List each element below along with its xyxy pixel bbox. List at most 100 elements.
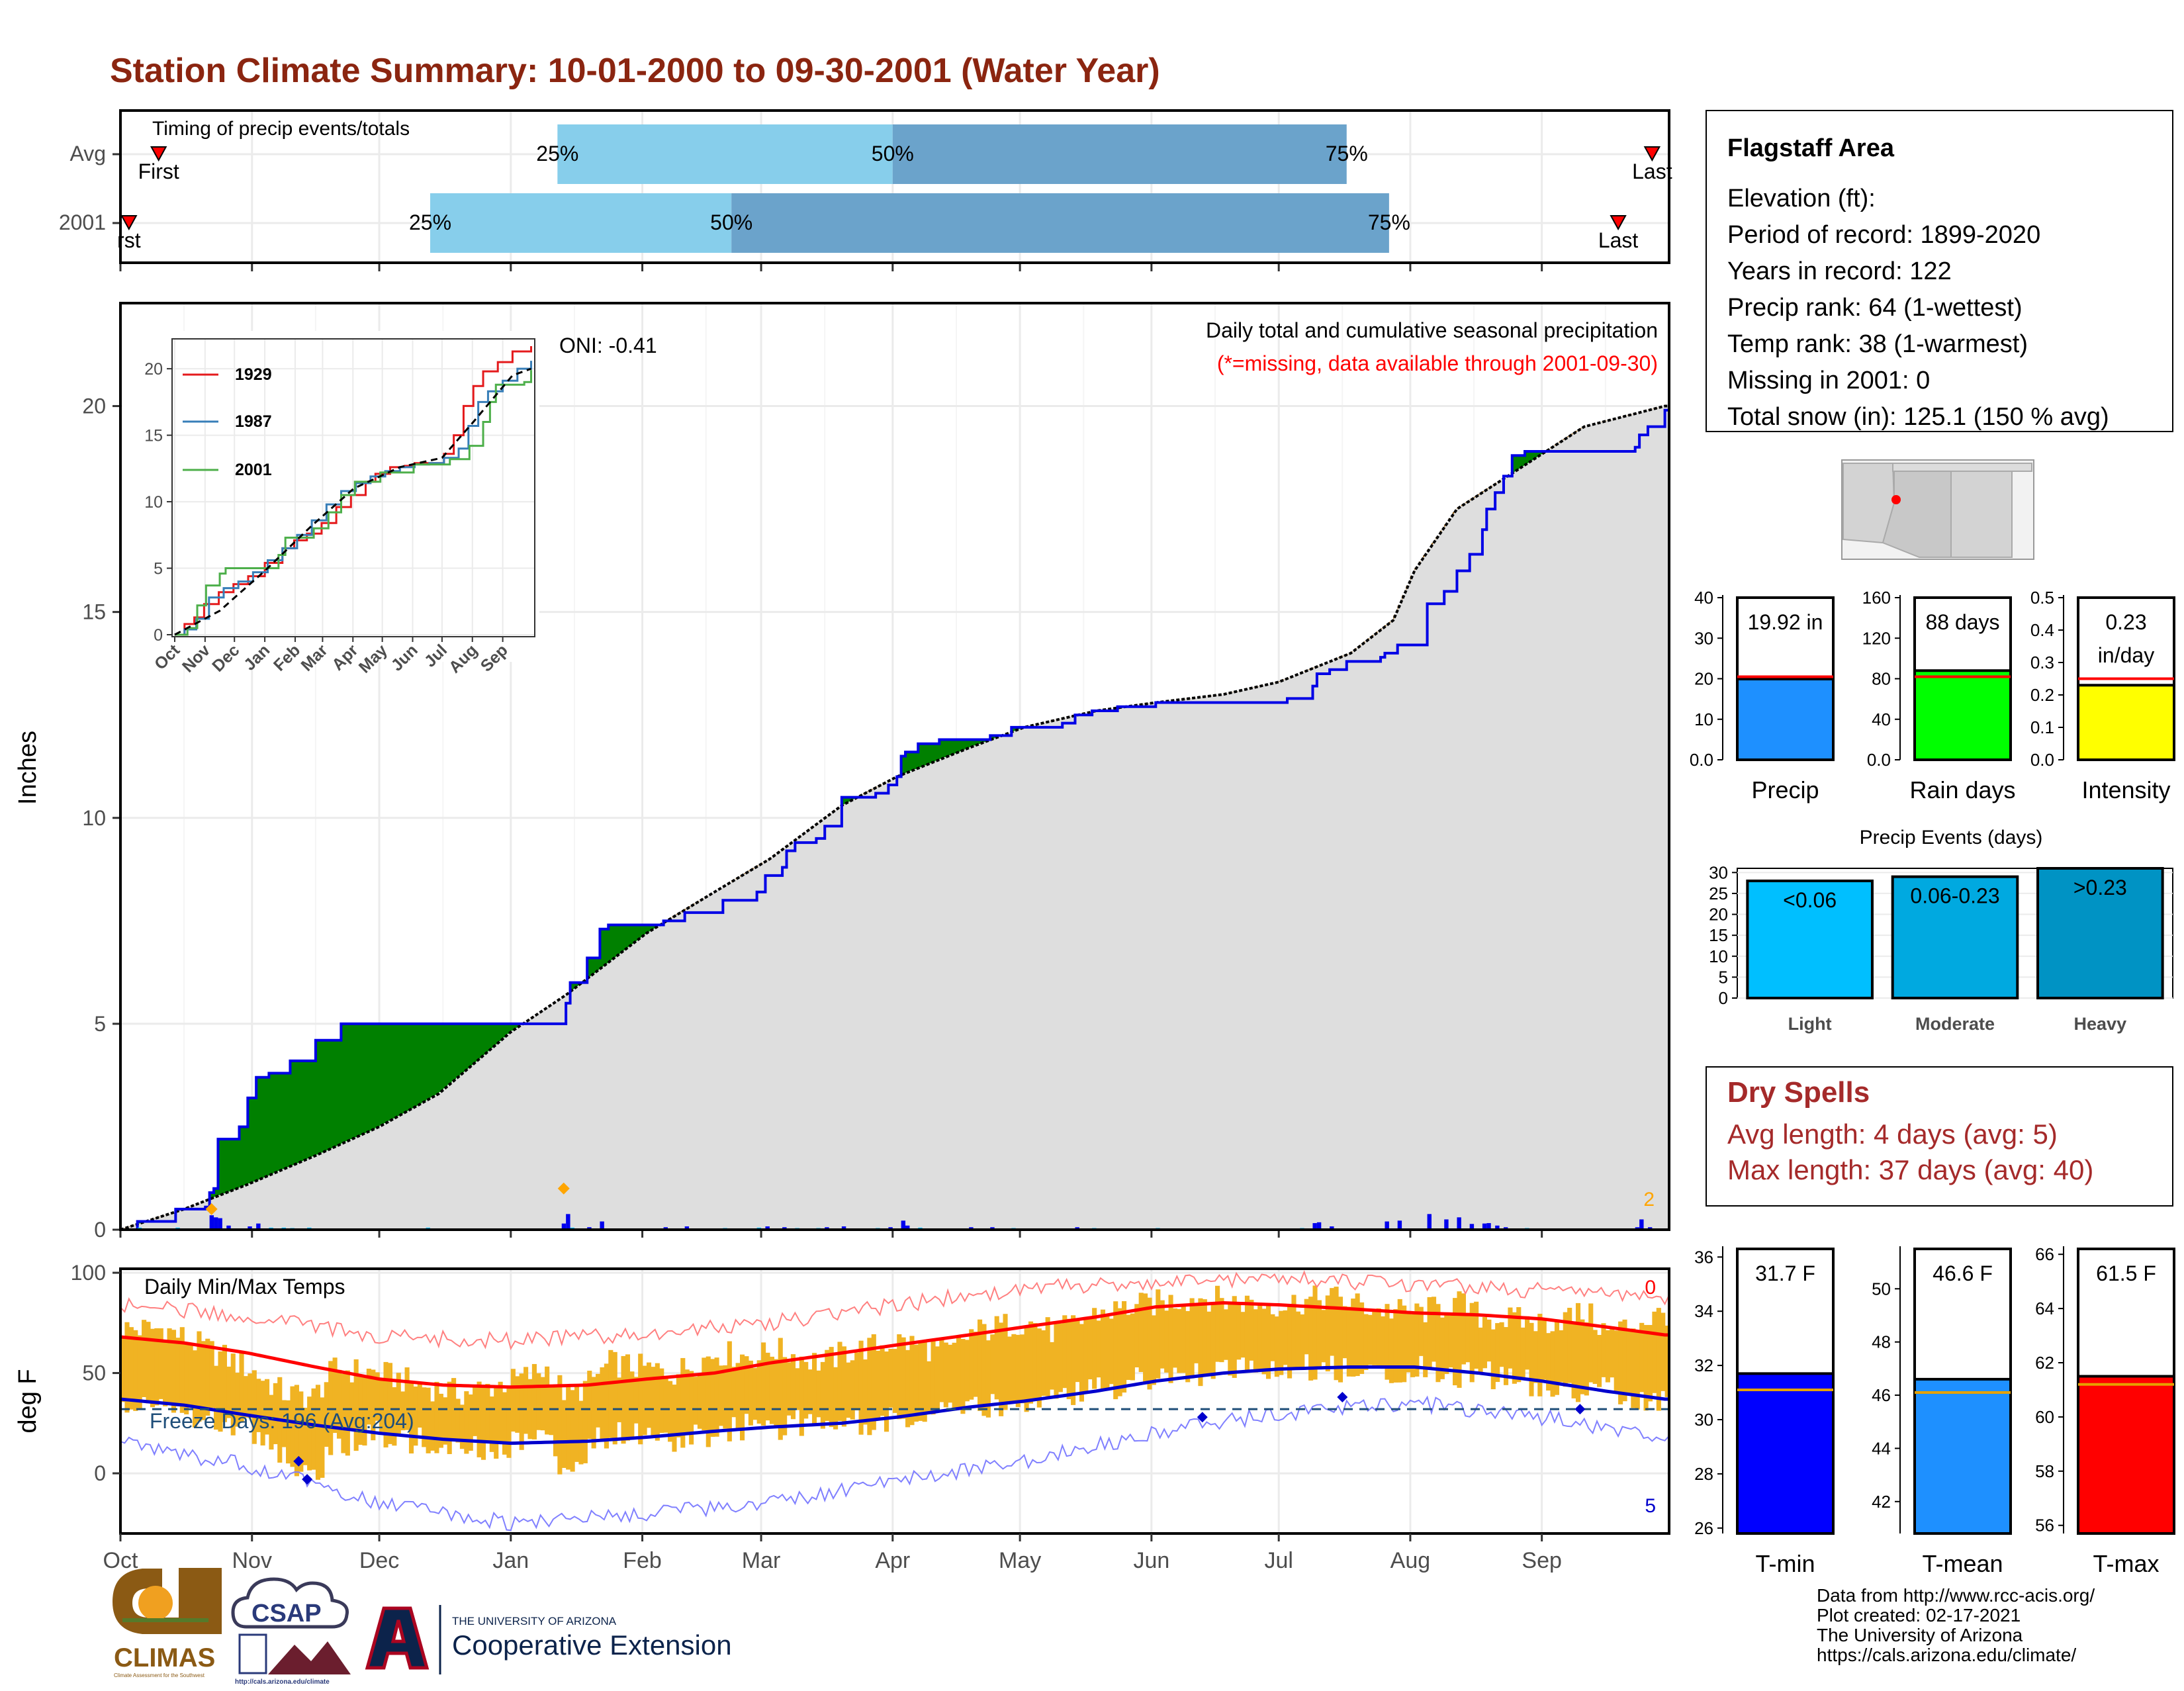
gauge-ytick-label: 48 <box>1872 1332 1891 1352</box>
precip-above-avg-area <box>286 1074 291 1167</box>
precip-above-avg-area <box>307 1061 312 1158</box>
daily-temp-range-bar <box>1152 1315 1156 1385</box>
daily-temp-range-bar <box>460 1404 465 1449</box>
daily-temp-range-bar <box>578 1401 583 1465</box>
gauge-ytick-label: 58 <box>2035 1461 2054 1481</box>
gauge-ytick-label: 0.0 <box>1867 750 1891 770</box>
daily-temp-range-bar <box>175 1338 180 1406</box>
gauge-ytick-label: 62 <box>2035 1353 2054 1373</box>
gauge-value-label: 88 days <box>1925 610 1999 634</box>
gauge-ytick-label: 50 <box>1872 1279 1891 1299</box>
temp-xtick-label: Aug <box>1390 1548 1431 1573</box>
daily-temp-range-bar <box>549 1388 554 1436</box>
precip-above-avg-area <box>354 1024 359 1138</box>
daily-temp-range-bar <box>1381 1316 1385 1369</box>
daily-temp-range-bar <box>1164 1310 1169 1373</box>
inset-ytick-label: 20 <box>144 360 163 379</box>
record-low-count: 5 <box>1645 1495 1656 1517</box>
temp-xtick-label: Jul <box>1264 1548 1293 1573</box>
daily-temp-range-bar <box>876 1351 880 1420</box>
ua-logo: THE UNIVERSITY OF ARIZONA Cooperative Ex… <box>367 1605 732 1674</box>
precip-above-avg-area <box>337 1040 341 1145</box>
daily-temp-range-bar <box>1389 1318 1394 1383</box>
daily-temp-range-bar <box>1011 1334 1016 1402</box>
daily-temp-range-bar <box>1177 1309 1181 1373</box>
daily-temp-range-bar <box>1601 1323 1606 1377</box>
precip-count-label: 2 <box>1643 1189 1655 1211</box>
daily-temp-range-bar <box>545 1367 549 1435</box>
daily-temp-range-bar <box>1215 1286 1220 1362</box>
daily-temp-range-bar <box>944 1343 948 1408</box>
gauge-ytick-label: 46 <box>1872 1385 1891 1405</box>
inset-ytick-label: 15 <box>144 427 163 445</box>
legend-2001: 2001 <box>235 461 272 479</box>
daily-temp-range-bar <box>1321 1310 1326 1362</box>
daily-temp-range-bar <box>1449 1316 1453 1367</box>
freeze-days-label: Freeze Days: 196 (Avg:204) <box>150 1409 414 1433</box>
daily-temp-range-bar <box>566 1386 570 1470</box>
daily-temp-range-bar <box>1092 1308 1097 1389</box>
daily-temp-range-bar <box>515 1376 520 1432</box>
daily-temp-range-bar <box>1330 1288 1334 1355</box>
precip-above-avg-area <box>960 740 965 751</box>
daily-temp-range-bar <box>909 1336 914 1425</box>
daily-temp-range-bar <box>1097 1320 1101 1377</box>
precip-above-avg-area <box>460 1024 465 1074</box>
daily-temp-range-bar <box>1584 1322 1589 1395</box>
events-ytick-label: 30 <box>1709 862 1728 882</box>
daily-temp-range-bar <box>761 1342 766 1426</box>
daily-temp-range-bar <box>1198 1299 1203 1387</box>
credit-data: Data from http://www.rcc-acis.org/ <box>1817 1585 2095 1606</box>
daily-temp-range-bar <box>1105 1314 1109 1389</box>
daily-temp-range-bar <box>1521 1328 1525 1378</box>
events-bar-label: >0.23 <box>2073 876 2127 899</box>
gauge-ytick-label: 42 <box>1872 1492 1891 1512</box>
events-ytick-label: 25 <box>1709 884 1728 903</box>
daily-temp-range-bar <box>969 1329 974 1399</box>
gauge-ytick-label: 28 <box>1694 1464 1713 1484</box>
daily-temp-range-bar <box>702 1357 706 1430</box>
daily-precip-bar <box>566 1214 570 1230</box>
daily-temp-range-bar <box>1355 1293 1360 1376</box>
daily-temp-range-bar <box>1190 1298 1195 1378</box>
daily-temp-range-bar <box>1652 1312 1657 1393</box>
precip-above-avg-area <box>625 925 630 948</box>
timing-first-label: First <box>138 160 179 183</box>
daily-temp-range-bar <box>447 1382 452 1454</box>
daily-temp-range-bar <box>1661 1312 1665 1391</box>
events-category-label: Moderate <box>1915 1014 1995 1034</box>
csap-logo: CSAP http://cals.arizona.edu/climate <box>233 1579 351 1686</box>
precip-ytick-label: 5 <box>94 1012 106 1036</box>
climas-sun <box>138 1586 173 1620</box>
precip-above-avg-area <box>328 1040 333 1149</box>
temp-xtick-label: Mar <box>742 1548 781 1573</box>
precip-above-avg-area <box>244 1126 248 1185</box>
gauge-value-unit: in/day <box>2098 643 2154 667</box>
gauge-ytick-label: 0.5 <box>2030 588 2054 608</box>
daily-temp-range-bar <box>1406 1311 1411 1373</box>
temp-xtick-label: Apr <box>875 1548 910 1573</box>
precip-above-avg-area <box>409 1024 414 1109</box>
precip-above-avg-area <box>375 1024 380 1128</box>
daily-temp-range-bar <box>727 1342 732 1441</box>
daily-temp-range-bar <box>1474 1302 1479 1369</box>
precip-above-avg-area <box>367 1024 371 1132</box>
daily-temp-range-bar <box>995 1316 999 1400</box>
daily-temp-range-bar <box>1597 1335 1602 1387</box>
daily-temp-range-bar <box>600 1367 604 1442</box>
precip-above-avg-area <box>1529 451 1533 461</box>
daily-temp-range-bar <box>1262 1308 1267 1374</box>
daily-temp-range-bar <box>1266 1306 1271 1379</box>
daily-temp-range-bar <box>498 1382 503 1443</box>
daily-temp-range-bar <box>1173 1308 1177 1367</box>
ua-university-name: THE UNIVERSITY OF ARIZONA <box>452 1615 617 1627</box>
gauge-ytick-label: 120 <box>1862 628 1891 648</box>
gauge-title: Intensity <box>2081 776 2170 803</box>
dry-spells-box: Dry Spells Avg length: 4 days (avg: 5) M… <box>1706 1067 2173 1206</box>
daily-temp-range-bar <box>1020 1334 1024 1403</box>
precip-above-avg-area <box>371 1024 375 1130</box>
daily-temp-range-bar <box>1028 1322 1033 1404</box>
legend-1987: 1987 <box>235 412 272 431</box>
daily-temp-range-bar <box>990 1334 995 1394</box>
daily-temp-range-bar <box>655 1363 660 1441</box>
